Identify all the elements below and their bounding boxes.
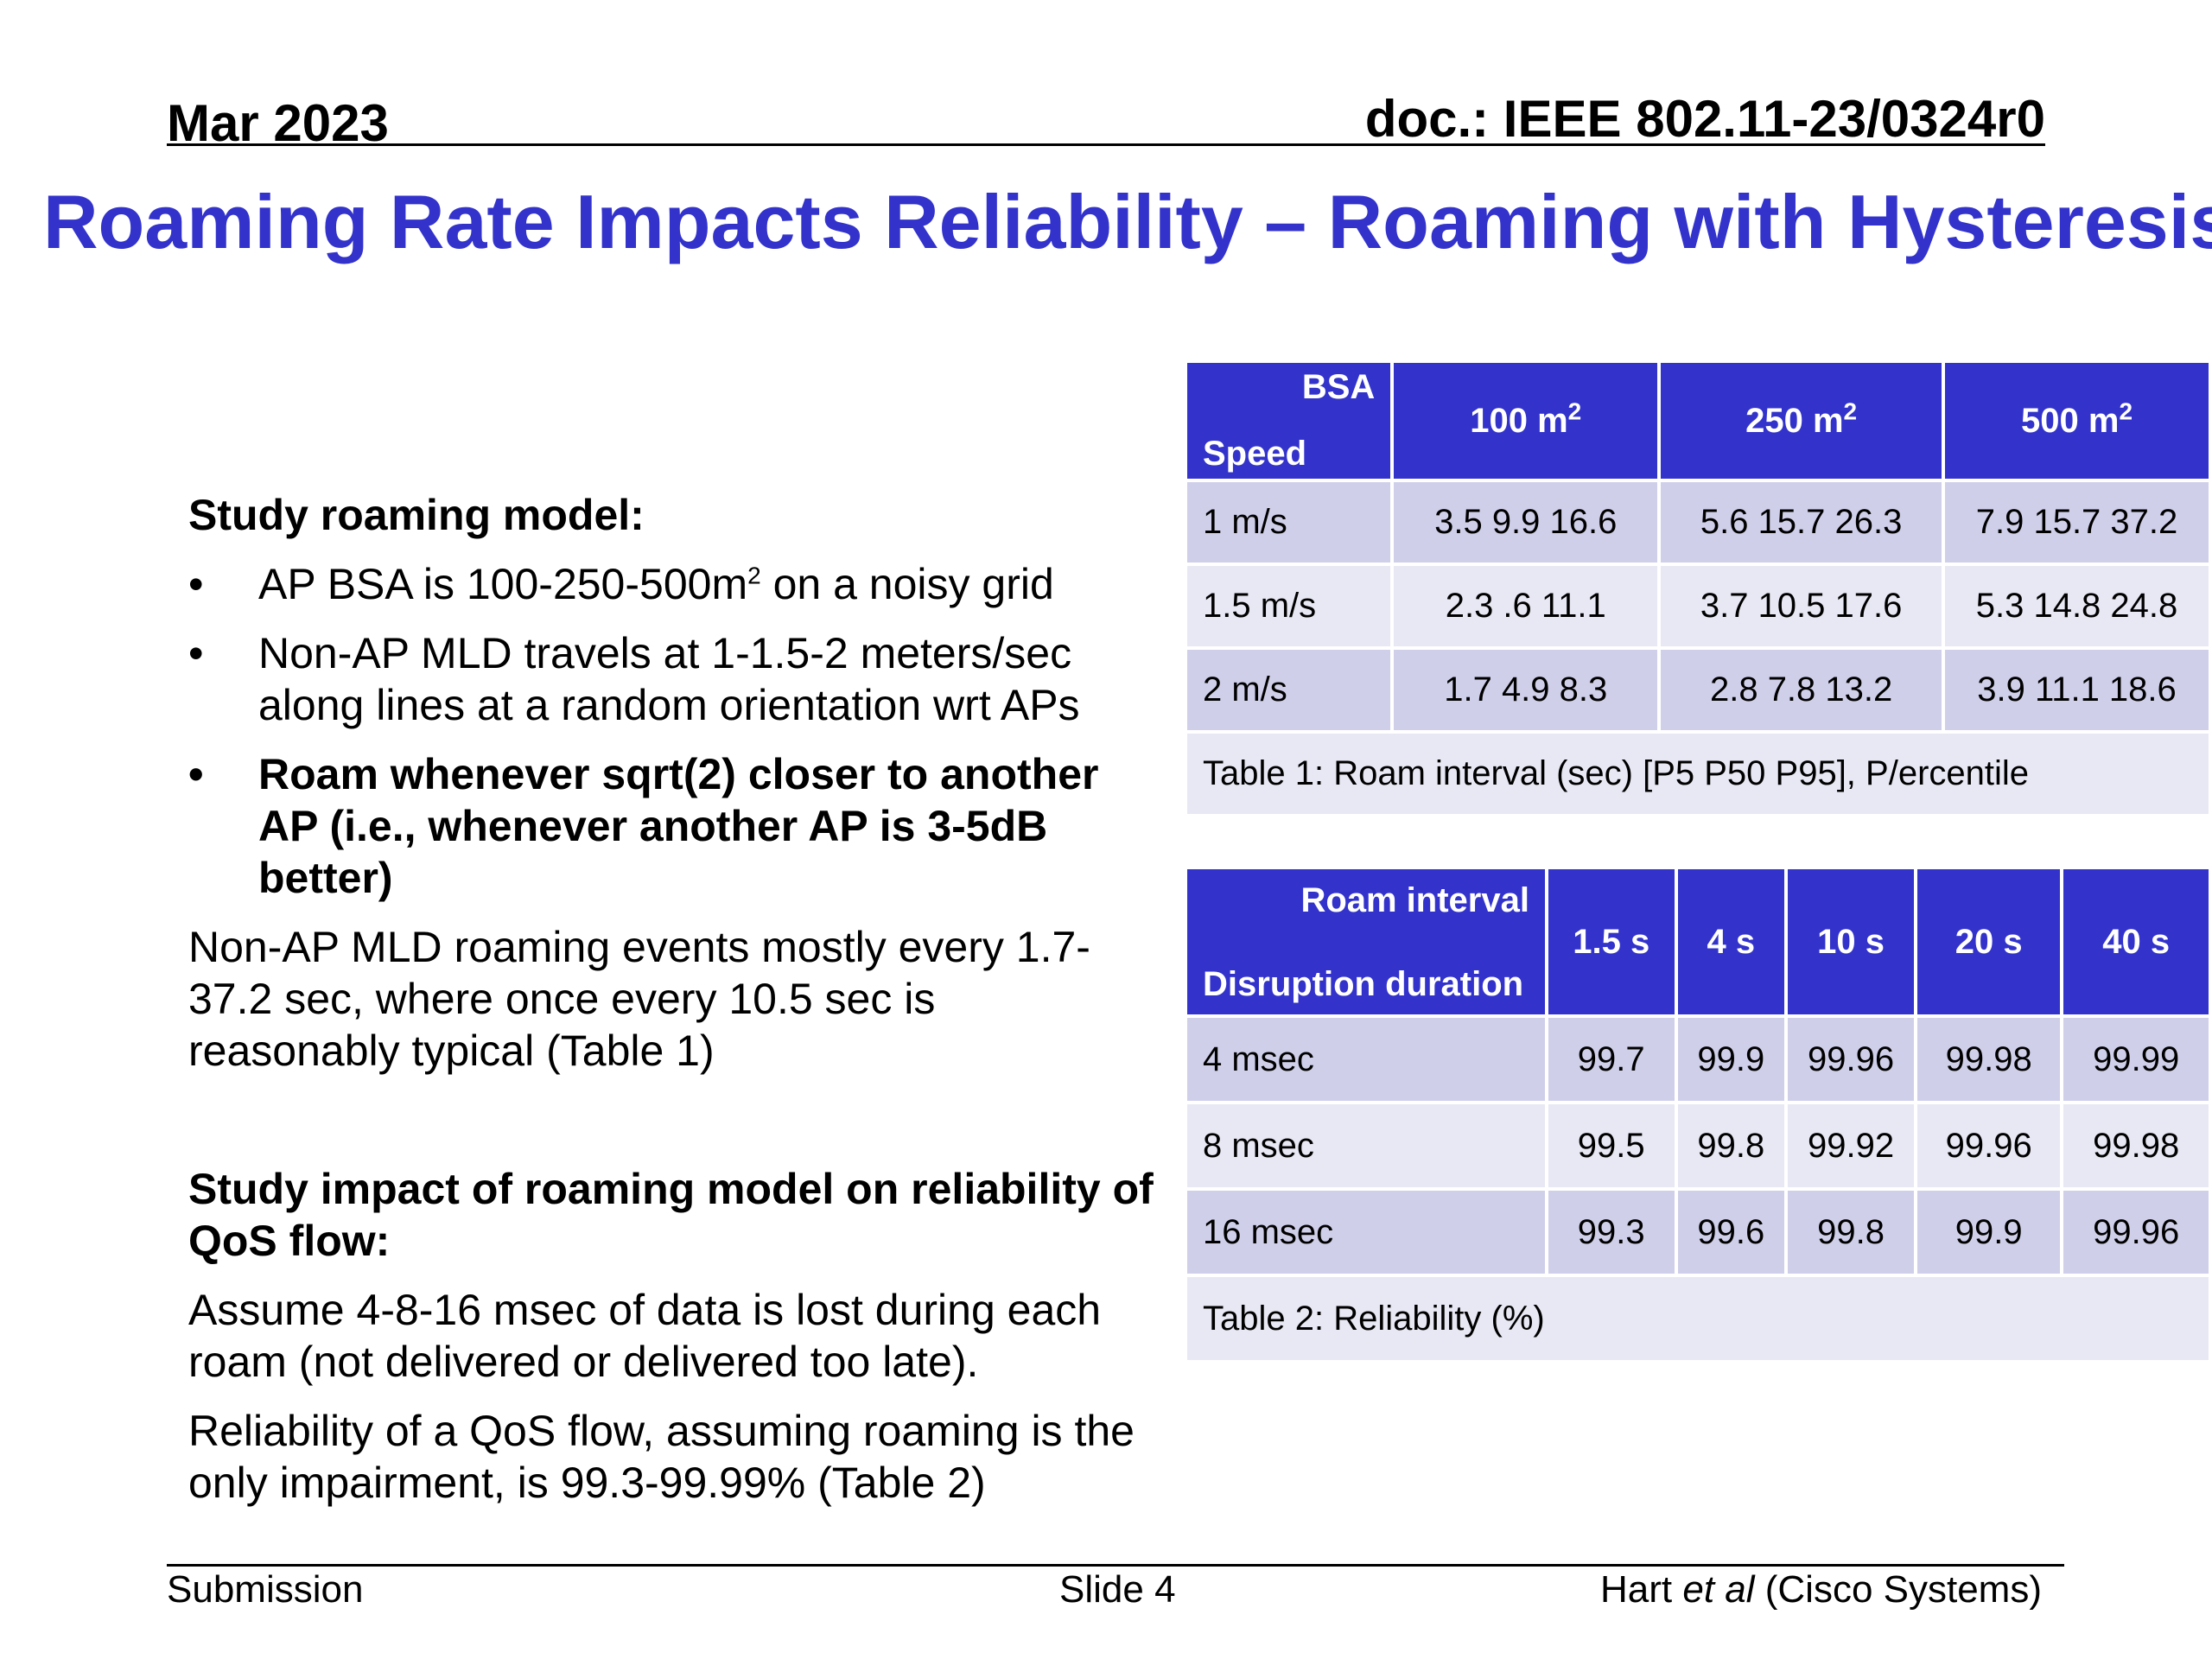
column-header: 250 m2: [1657, 359, 1946, 482]
bullet-item: • Non-AP MLD travels at 1-1.5-2 meters/se…: [188, 629, 1080, 729]
row-label: 4 msec: [1184, 1014, 1548, 1104]
column-header: 1.5 s: [1544, 866, 1678, 1018]
table-cell: 99.9: [1674, 1014, 1789, 1104]
row-label: 16 msec: [1184, 1187, 1548, 1277]
table-caption: Table 2: Reliability (%): [1184, 1274, 2212, 1363]
table-cell: 2.8 7.8 13.2: [1657, 646, 1946, 734]
table-cell: 99.8: [1674, 1101, 1789, 1191]
paragraph-reliability: Reliability of a QoS flow, assuming roam…: [188, 1407, 1135, 1507]
table-cell: 5.3 14.8 24.8: [1942, 563, 2212, 650]
table-cell: 1.7 4.9 8.3: [1390, 646, 1662, 734]
column-header: 10 s: [1784, 866, 1917, 1018]
table-corner-header: Roam interval Disruption duration: [1184, 866, 1548, 1018]
table-row: 1.5 m/s 2.3 .6 11.1 3.7 10.5 17.6 5.3 14…: [1183, 563, 2212, 650]
table-row: 1 m/s 3.5 9.9 16.6 5.6 15.7 26.3 7.9 15.…: [1183, 479, 2212, 566]
table-row: 8 msec 99.5 99.8 99.92 99.96 99.98: [1184, 1101, 2212, 1191]
footer-rule: [167, 1564, 2064, 1567]
header-rule: [167, 143, 2045, 146]
bullet-icon: •: [188, 750, 204, 798]
table-cell: 3.5 9.9 16.6: [1390, 479, 1662, 566]
heading-study-roaming-model: Study roaming model:: [188, 491, 645, 539]
table-cell: 99.8: [1784, 1187, 1917, 1277]
table-caption: Table 1: Roam interval (sec) [P5 P50 P95…: [1184, 730, 2212, 817]
header-doc-id: doc.: IEEE 802.11-23/0324r0: [1364, 90, 2045, 148]
row-label: 8 msec: [1184, 1101, 1548, 1191]
table-cell: 99.7: [1544, 1014, 1678, 1104]
table-cell: 99.9: [1913, 1187, 2064, 1277]
table-cell: 99.99: [2060, 1014, 2212, 1104]
row-label: 2 m/s: [1183, 646, 1395, 734]
table-cell: 99.96: [1913, 1101, 2064, 1191]
table-cell: 2.3 .6 11.1: [1390, 563, 1662, 650]
column-header: 500 m2: [1942, 359, 2212, 482]
footer-author: Hart et al (Cisco Systems): [1599, 1568, 2042, 1611]
heading-study-impact: Study impact of roaming model on reliabi…: [188, 1165, 1154, 1265]
slide-title: Roaming Rate Impacts Reliability – Roami…: [43, 179, 2212, 264]
bullet-item: • AP BSA is 100-250-500m2 on a noisy grid: [188, 560, 1054, 608]
table-row: 2 m/s 1.7 4.9 8.3 2.8 7.8 13.2 3.9 11.1 …: [1183, 646, 2212, 734]
table-roam-interval: BSA Speed 100 m2 250 m2 500 m2 1 m/s 3.5…: [1183, 359, 2212, 817]
table-cell: 99.6: [1674, 1187, 1789, 1277]
table-cell: 99.92: [1784, 1101, 1917, 1191]
table-cell: 99.98: [1913, 1014, 2064, 1104]
table-row: 4 msec 99.7 99.9 99.96 99.98 99.99: [1184, 1014, 2212, 1104]
paragraph-roaming-events: Non-AP MLD roaming events mostly every 1…: [188, 923, 1090, 1075]
bullet-icon: •: [188, 629, 204, 677]
bullet-item: • Roam whenever sqrt(2) closer to another…: [188, 750, 1099, 902]
table-reliability: Roam interval Disruption duration 1.5 s …: [1184, 866, 2212, 1363]
column-header: 20 s: [1913, 866, 2064, 1018]
column-header: 4 s: [1674, 866, 1789, 1018]
column-header: 100 m2: [1390, 359, 1662, 482]
table-cell: 99.96: [1784, 1014, 1917, 1104]
footer-slide-number: Slide 4: [1059, 1568, 1176, 1611]
table-cell: 99.96: [2060, 1187, 2212, 1277]
bullet-icon: •: [188, 560, 204, 608]
table-cell: 3.9 11.1 18.6: [1942, 646, 2212, 734]
table-row: 16 msec 99.3 99.6 99.8 99.9 99.96: [1184, 1187, 2212, 1277]
bullet-list: • AP BSA is 100-250-500m2 on a noisy grid…: [188, 558, 1156, 904]
left-text-column: Study roaming model: • AP BSA is 100-250-…: [188, 489, 1156, 1526]
footer-submission: Submission: [167, 1568, 364, 1611]
table-cell: 99.5: [1544, 1101, 1678, 1191]
paragraph-assume-loss: Assume 4-8-16 msec of data is lost durin…: [188, 1286, 1102, 1386]
table-corner-header: BSA Speed: [1183, 359, 1395, 482]
table-cell: 99.3: [1544, 1187, 1678, 1277]
row-label: 1.5 m/s: [1183, 563, 1395, 650]
table-cell: 7.9 15.7 37.2: [1942, 479, 2212, 566]
column-header: 40 s: [2060, 866, 2212, 1018]
table-cell: 3.7 10.5 17.6: [1657, 563, 1946, 650]
table-cell: 5.6 15.7 26.3: [1657, 479, 1946, 566]
row-label: 1 m/s: [1183, 479, 1395, 566]
table-cell: 99.98: [2060, 1101, 2212, 1191]
header-date: Mar 2023: [167, 94, 389, 152]
